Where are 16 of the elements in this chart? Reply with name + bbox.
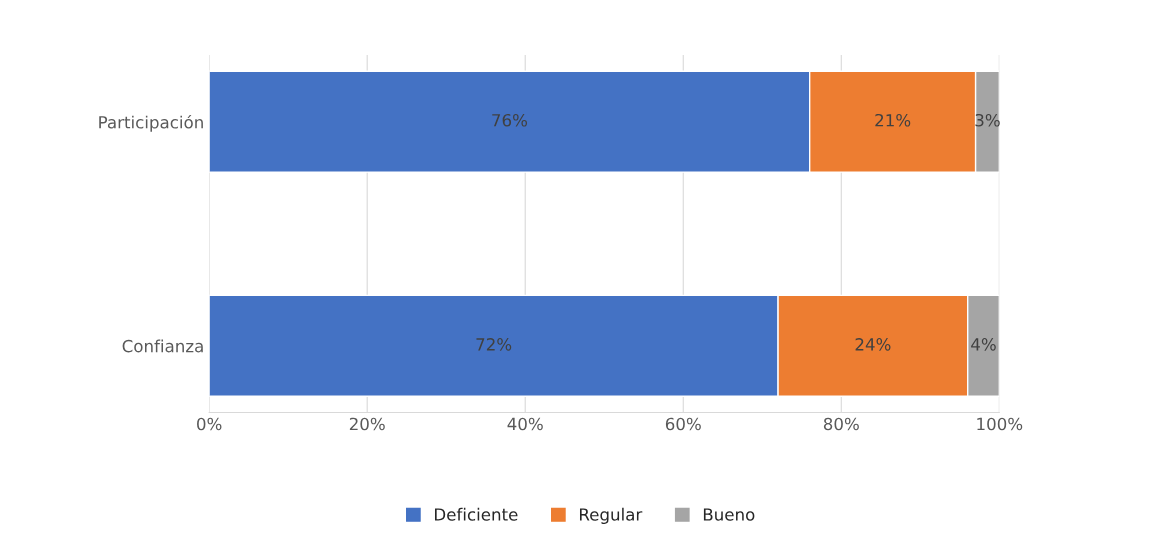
data-label: 72% — [476, 338, 512, 351]
data-label: 21% — [875, 113, 911, 127]
x-tick-label: 0% — [197, 417, 222, 431]
x-tick-label: 100% — [977, 417, 1023, 431]
data-label: 76% — [492, 113, 528, 127]
data-label: 24% — [855, 338, 891, 351]
y-tick-label: Confianza — [122, 339, 203, 353]
x-tick-label: 20% — [349, 417, 385, 431]
data-label: 4% — [971, 338, 996, 351]
y-tick-label: Participación — [99, 115, 203, 132]
x-tick-label: 40% — [507, 417, 543, 431]
x-tick-label: 80% — [823, 417, 859, 431]
legend-label: Deficiente — [435, 507, 518, 521]
x-tick-label: 60% — [665, 417, 701, 431]
legend-label: Bueno — [703, 508, 755, 521]
legend-label: Regular — [579, 507, 643, 524]
